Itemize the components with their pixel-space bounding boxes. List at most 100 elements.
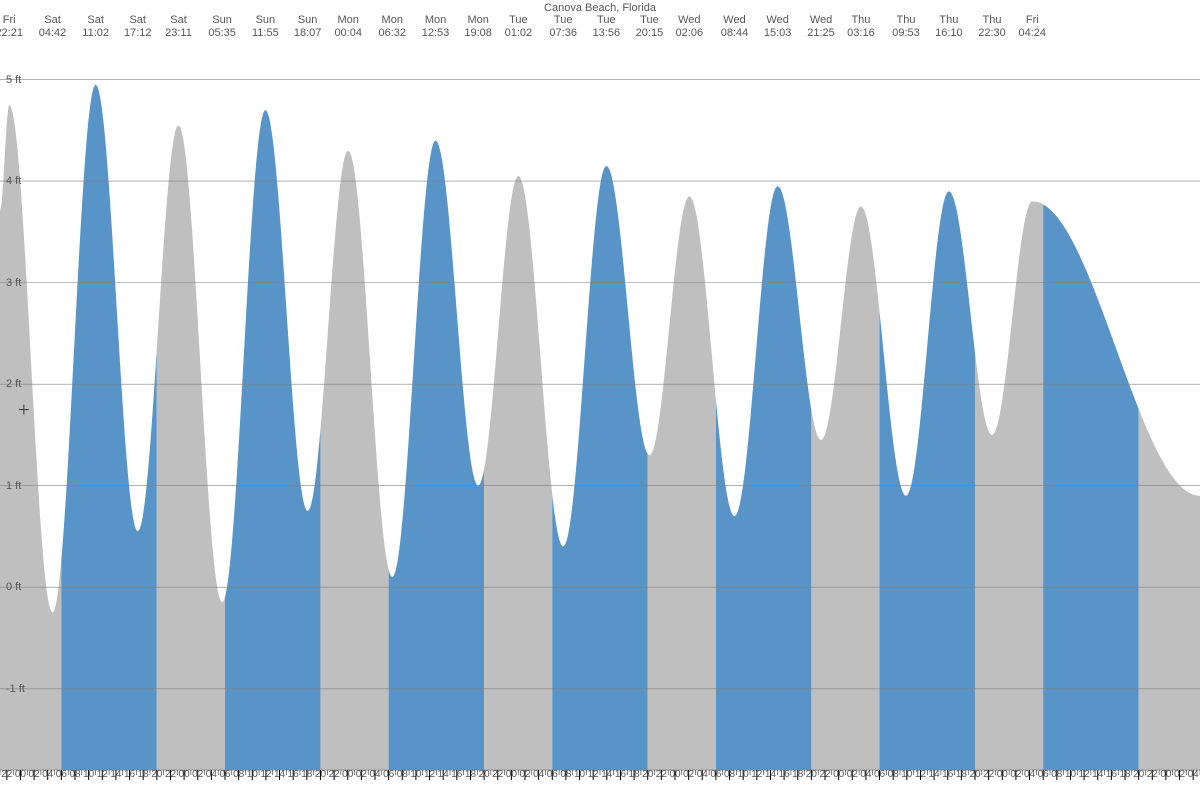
x-hour-label: 02 xyxy=(192,769,203,780)
tide-time-label: Wed02:06 xyxy=(676,14,704,40)
x-hour-label: 10 xyxy=(738,769,749,780)
x-hour-label: 22 xyxy=(983,769,994,780)
x-hour-label: 08 xyxy=(888,769,899,780)
x-hour-label: 18 xyxy=(956,769,967,780)
tide-time-label: Sun18:07 xyxy=(294,14,322,40)
x-hour-label: 22 xyxy=(1,769,12,780)
y-axis-label: 3 ft xyxy=(6,277,21,289)
tide-time-label: Mon19:08 xyxy=(464,14,492,40)
x-hour-label: 00 xyxy=(179,769,190,780)
tide-time-label: Sat23:11 xyxy=(165,14,192,40)
x-hour-label: 02 xyxy=(1174,769,1185,780)
x-hour-label: 12 xyxy=(1079,769,1090,780)
x-hour-label: 20 xyxy=(642,769,653,780)
x-hour-label: 08 xyxy=(724,769,735,780)
y-axis-label: -1 ft xyxy=(6,683,25,695)
x-hour-label: 04 xyxy=(206,769,217,780)
x-hour-label: 08 xyxy=(560,769,571,780)
tide-time-label: Thu22:30 xyxy=(978,14,1006,40)
tide-time-label: Wed15:03 xyxy=(764,14,792,40)
tide-time-label: Tue01:02 xyxy=(505,14,533,40)
x-hour-label: 16 xyxy=(124,769,135,780)
x-hour-label: 14 xyxy=(438,769,449,780)
y-axis-label: 1 ft xyxy=(6,480,21,492)
x-hour-label: 04 xyxy=(1024,769,1035,780)
x-hour-label: 14 xyxy=(929,769,940,780)
x-hour-label: 18 xyxy=(792,769,803,780)
x-hour-label: 20 xyxy=(479,769,490,780)
tide-time-label: Tue20:15 xyxy=(636,14,664,40)
x-hour-label: 14 xyxy=(110,769,121,780)
x-hour-label: 06 xyxy=(1038,769,1049,780)
x-hour-label: 22 xyxy=(329,769,340,780)
x-hour-label: 16 xyxy=(615,769,626,780)
tide-time-label: Fri04:24 xyxy=(1019,14,1047,40)
tide-time-label: Thu16:10 xyxy=(935,14,963,40)
x-hour-label: 02 xyxy=(356,769,367,780)
x-hour-label: 14 xyxy=(601,769,612,780)
x-hour-label: 04 xyxy=(42,769,53,780)
x-hour-label: 00 xyxy=(15,769,26,780)
tide-time-label: Thu09:53 xyxy=(892,14,920,40)
x-hour-label: 20 xyxy=(969,769,980,780)
x-hour-label: 08 xyxy=(69,769,80,780)
y-axis-label: 0 ft xyxy=(6,581,21,593)
x-hour-label: 02 xyxy=(847,769,858,780)
x-hour-label: 10 xyxy=(1065,769,1076,780)
x-hour-label: 00 xyxy=(833,769,844,780)
y-axis-label: 2 ft xyxy=(6,378,21,390)
x-hour-label: 18 xyxy=(465,769,476,780)
x-hour-label: 18 xyxy=(138,769,149,780)
x-hour-label: 20 xyxy=(151,769,162,780)
x-hour-label: 12 xyxy=(260,769,271,780)
x-hour-label: 10 xyxy=(410,769,421,780)
x-hour-label: 00 xyxy=(1160,769,1171,780)
x-hour-label: 02 xyxy=(519,769,530,780)
x-hour-label: 12 xyxy=(424,769,435,780)
tide-time-label: Mon12:53 xyxy=(422,14,450,40)
x-hour-label: 06 xyxy=(383,769,394,780)
tide-time-label: Mon06:32 xyxy=(378,14,406,40)
tide-time-label: Sun05:35 xyxy=(208,14,236,40)
tide-time-label: Wed21:25 xyxy=(807,14,835,40)
x-hour-label: 14 xyxy=(274,769,285,780)
x-hour-label: 06 xyxy=(710,769,721,780)
x-hour-label: 06 xyxy=(874,769,885,780)
x-hour-label: 18 xyxy=(629,769,640,780)
x-hour-label: 16 xyxy=(942,769,953,780)
tide-time-label: Sat11:02 xyxy=(82,14,109,40)
chart-svg xyxy=(0,0,1200,800)
x-hour-label: 04 xyxy=(1188,769,1199,780)
tide-time-label: Thu03:16 xyxy=(847,14,875,40)
x-hour-label: 06 xyxy=(547,769,558,780)
x-hour-label: 16 xyxy=(451,769,462,780)
x-hour-label: 20 xyxy=(315,769,326,780)
x-hour-label: 00 xyxy=(997,769,1008,780)
x-hour-label: 06 xyxy=(219,769,230,780)
x-hour-label: 02 xyxy=(683,769,694,780)
x-hour-label: 22 xyxy=(165,769,176,780)
x-hour-label: 14 xyxy=(765,769,776,780)
x-hour-label: 10 xyxy=(247,769,258,780)
x-hour-label: 20 xyxy=(806,769,817,780)
x-hour-label: 12 xyxy=(751,769,762,780)
x-hour-label: 10 xyxy=(901,769,912,780)
x-hour-label: 02 xyxy=(1010,769,1021,780)
x-hour-label: 12 xyxy=(588,769,599,780)
x-hour-label: 14 xyxy=(1092,769,1103,780)
tide-chart: Canova Beach, Florida -1 ft0 ft1 ft2 ft3… xyxy=(0,0,1200,800)
tide-time-label: Tue07:36 xyxy=(549,14,577,40)
x-hour-label: 18 xyxy=(1119,769,1130,780)
x-hour-label: 02 xyxy=(29,769,40,780)
x-hour-label: 04 xyxy=(697,769,708,780)
x-hour-label: 00 xyxy=(506,769,517,780)
x-hour-label: 10 xyxy=(574,769,585,780)
x-hour-label: 18 xyxy=(301,769,312,780)
x-hour-label: 04 xyxy=(860,769,871,780)
x-hour-label: 16 xyxy=(288,769,299,780)
tide-time-label: Fri22:21 xyxy=(0,14,23,40)
x-hour-label: 08 xyxy=(233,769,244,780)
x-hour-label: 22 xyxy=(492,769,503,780)
x-hour-label: 22 xyxy=(1147,769,1158,780)
x-hour-label: 20 xyxy=(1133,769,1144,780)
